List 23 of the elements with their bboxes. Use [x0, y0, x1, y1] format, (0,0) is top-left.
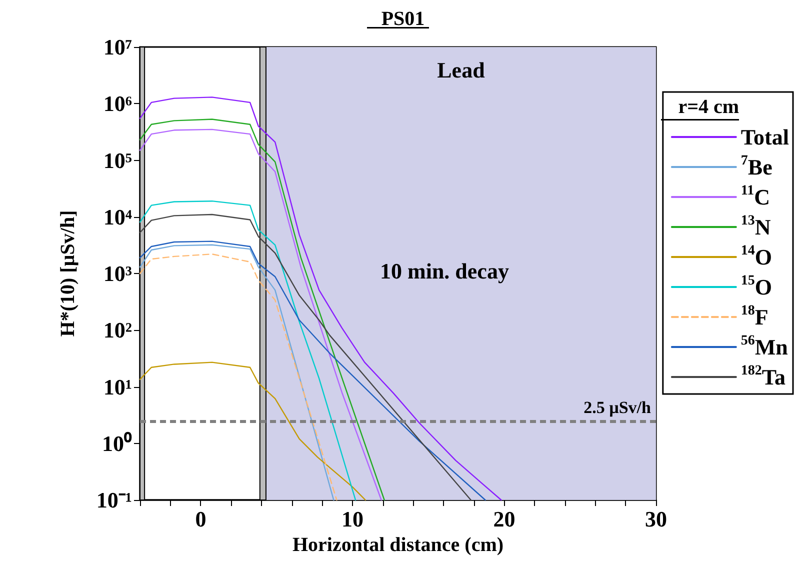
y-tick-label: 10⁴: [103, 204, 132, 230]
x-tick-label: 10: [341, 506, 364, 532]
x-tick-label: 30: [645, 506, 667, 532]
y-tick-label: 10⁶: [103, 91, 132, 116]
y-tick-label: 10¹: [103, 374, 132, 400]
y-tick-label: 10²: [103, 318, 132, 343]
ref-line-label: 2.5 µSv/h: [584, 398, 652, 417]
x-axis-title: Horizontal distance (cm): [292, 534, 504, 556]
annotation: 10 min. decay: [380, 258, 509, 284]
y-tick-label: 10⁵: [103, 148, 132, 173]
line-series: [139, 200, 356, 501]
legend-label: Total: [740, 124, 789, 150]
x-tick-label: 20: [493, 506, 516, 532]
x-tick-label: 0: [195, 506, 206, 532]
y-tick-label: 10⁻¹: [96, 488, 132, 512]
y-tick-label: 10⁰: [102, 430, 132, 456]
band-label: Lead: [437, 58, 485, 82]
y-tick-label: 10⁷: [103, 34, 132, 60]
chart-title: PS01: [381, 8, 425, 30]
legend-title: r=4 cm: [678, 96, 740, 118]
y-axis-title: H*(10) [µSv/h]: [57, 210, 79, 337]
line-series: [139, 362, 366, 501]
y-tick-label: 10³: [103, 261, 132, 286]
